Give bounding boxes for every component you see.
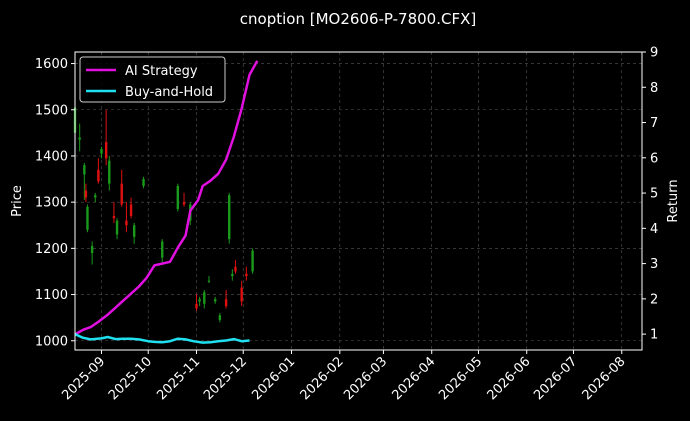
x-tick-label: 2026-05: [436, 354, 485, 403]
candle-body: [218, 315, 222, 320]
y2-tick-label: 3: [650, 257, 658, 272]
y2-tick-label: 8: [650, 81, 658, 96]
y-tick-label: 1400: [35, 149, 68, 164]
candle-body: [203, 292, 206, 304]
candle-body: [251, 250, 254, 272]
candle-body: [120, 183, 123, 205]
y2-tick-label: 2: [650, 292, 658, 307]
y2-tick-label: 9: [650, 46, 658, 61]
x-tick-label: 2026-06: [485, 354, 534, 403]
x-tick-label: 2026-08: [580, 354, 629, 403]
candle-body: [86, 206, 89, 230]
candle-body: [104, 142, 108, 159]
candle-body: [228, 195, 231, 240]
candle-body: [100, 149, 103, 154]
plot-frame: [74, 51, 643, 351]
candle-body: [231, 273, 234, 277]
candle-body: [195, 303, 198, 309]
candle-body: [245, 273, 248, 277]
legend-label-buy-and-hold: Buy-and-Hold: [125, 85, 213, 100]
candle-body: [97, 169, 100, 182]
candle-body: [176, 185, 180, 210]
candle-body: [234, 266, 237, 272]
y2-tick-label: 1: [650, 328, 658, 343]
candle-body: [213, 299, 217, 302]
x-tick-label: 2025-09: [59, 354, 108, 403]
candlestick-series: [73, 102, 254, 323]
legend: AI Strategy Buy-and-Hold: [79, 56, 226, 103]
candle-body: [198, 299, 201, 302]
x-tick-label: 2026-07: [531, 354, 580, 403]
candle-body: [207, 280, 211, 282]
candle-body: [142, 179, 145, 186]
y-tick-label: 1100: [35, 288, 68, 303]
candle-body: [240, 287, 243, 302]
candle-body: [161, 241, 164, 258]
candle-body: [129, 204, 133, 217]
candle-body: [125, 220, 128, 226]
candle-body: [112, 216, 116, 219]
legend-box: [79, 56, 226, 103]
y2-tick-label: 5: [650, 187, 658, 202]
candle-body: [94, 195, 97, 198]
line-buy-and-hold: [74, 332, 250, 344]
legend-label-ai-strategy: AI Strategy: [125, 64, 198, 79]
y2-tick-label: 4: [650, 222, 658, 237]
y-tick-label: 1300: [35, 196, 68, 211]
y-axis-left-ticks: 1000 1100 1200 1300 1400 1500 1600: [35, 57, 75, 349]
y-tick-label: 1500: [35, 103, 68, 118]
candle-body: [78, 137, 81, 140]
x-tick-label: 2025-10: [106, 354, 155, 403]
y-tick-label: 1600: [35, 57, 68, 72]
candle-body: [108, 160, 111, 184]
line-ai-strategy: [74, 60, 259, 336]
y-axis-label-price: Price: [10, 185, 25, 217]
y-axis-right-ticks: 1 2 3 4 5 6 7 8 9: [642, 46, 658, 343]
x-tick-label: 2026-02: [298, 354, 347, 403]
y-axis-label-return: Return: [666, 179, 681, 222]
candle-body: [83, 165, 86, 175]
candle-body: [90, 246, 94, 253]
x-tick-label: 2026-04: [390, 354, 439, 403]
y2-tick-label: 6: [650, 151, 658, 166]
y-tick-label: 1200: [35, 242, 68, 257]
x-tick-label: 2026-03: [341, 354, 390, 403]
candle-body: [115, 220, 119, 235]
candle-body: [224, 299, 228, 307]
y-tick-label: 1000: [35, 334, 68, 349]
candle-body: [84, 190, 88, 198]
x-tick-label: 2025-11: [154, 354, 203, 403]
x-tick-label: 2025-12: [201, 354, 250, 403]
candle-body: [132, 225, 136, 237]
candle-body: [182, 202, 186, 205]
chart-title: cnoption [MO2606-P-7800.CFX]: [240, 10, 476, 28]
y2-tick-label: 7: [650, 116, 658, 131]
return-lines: [74, 60, 259, 344]
x-tick-label: 2026-01: [249, 354, 298, 403]
